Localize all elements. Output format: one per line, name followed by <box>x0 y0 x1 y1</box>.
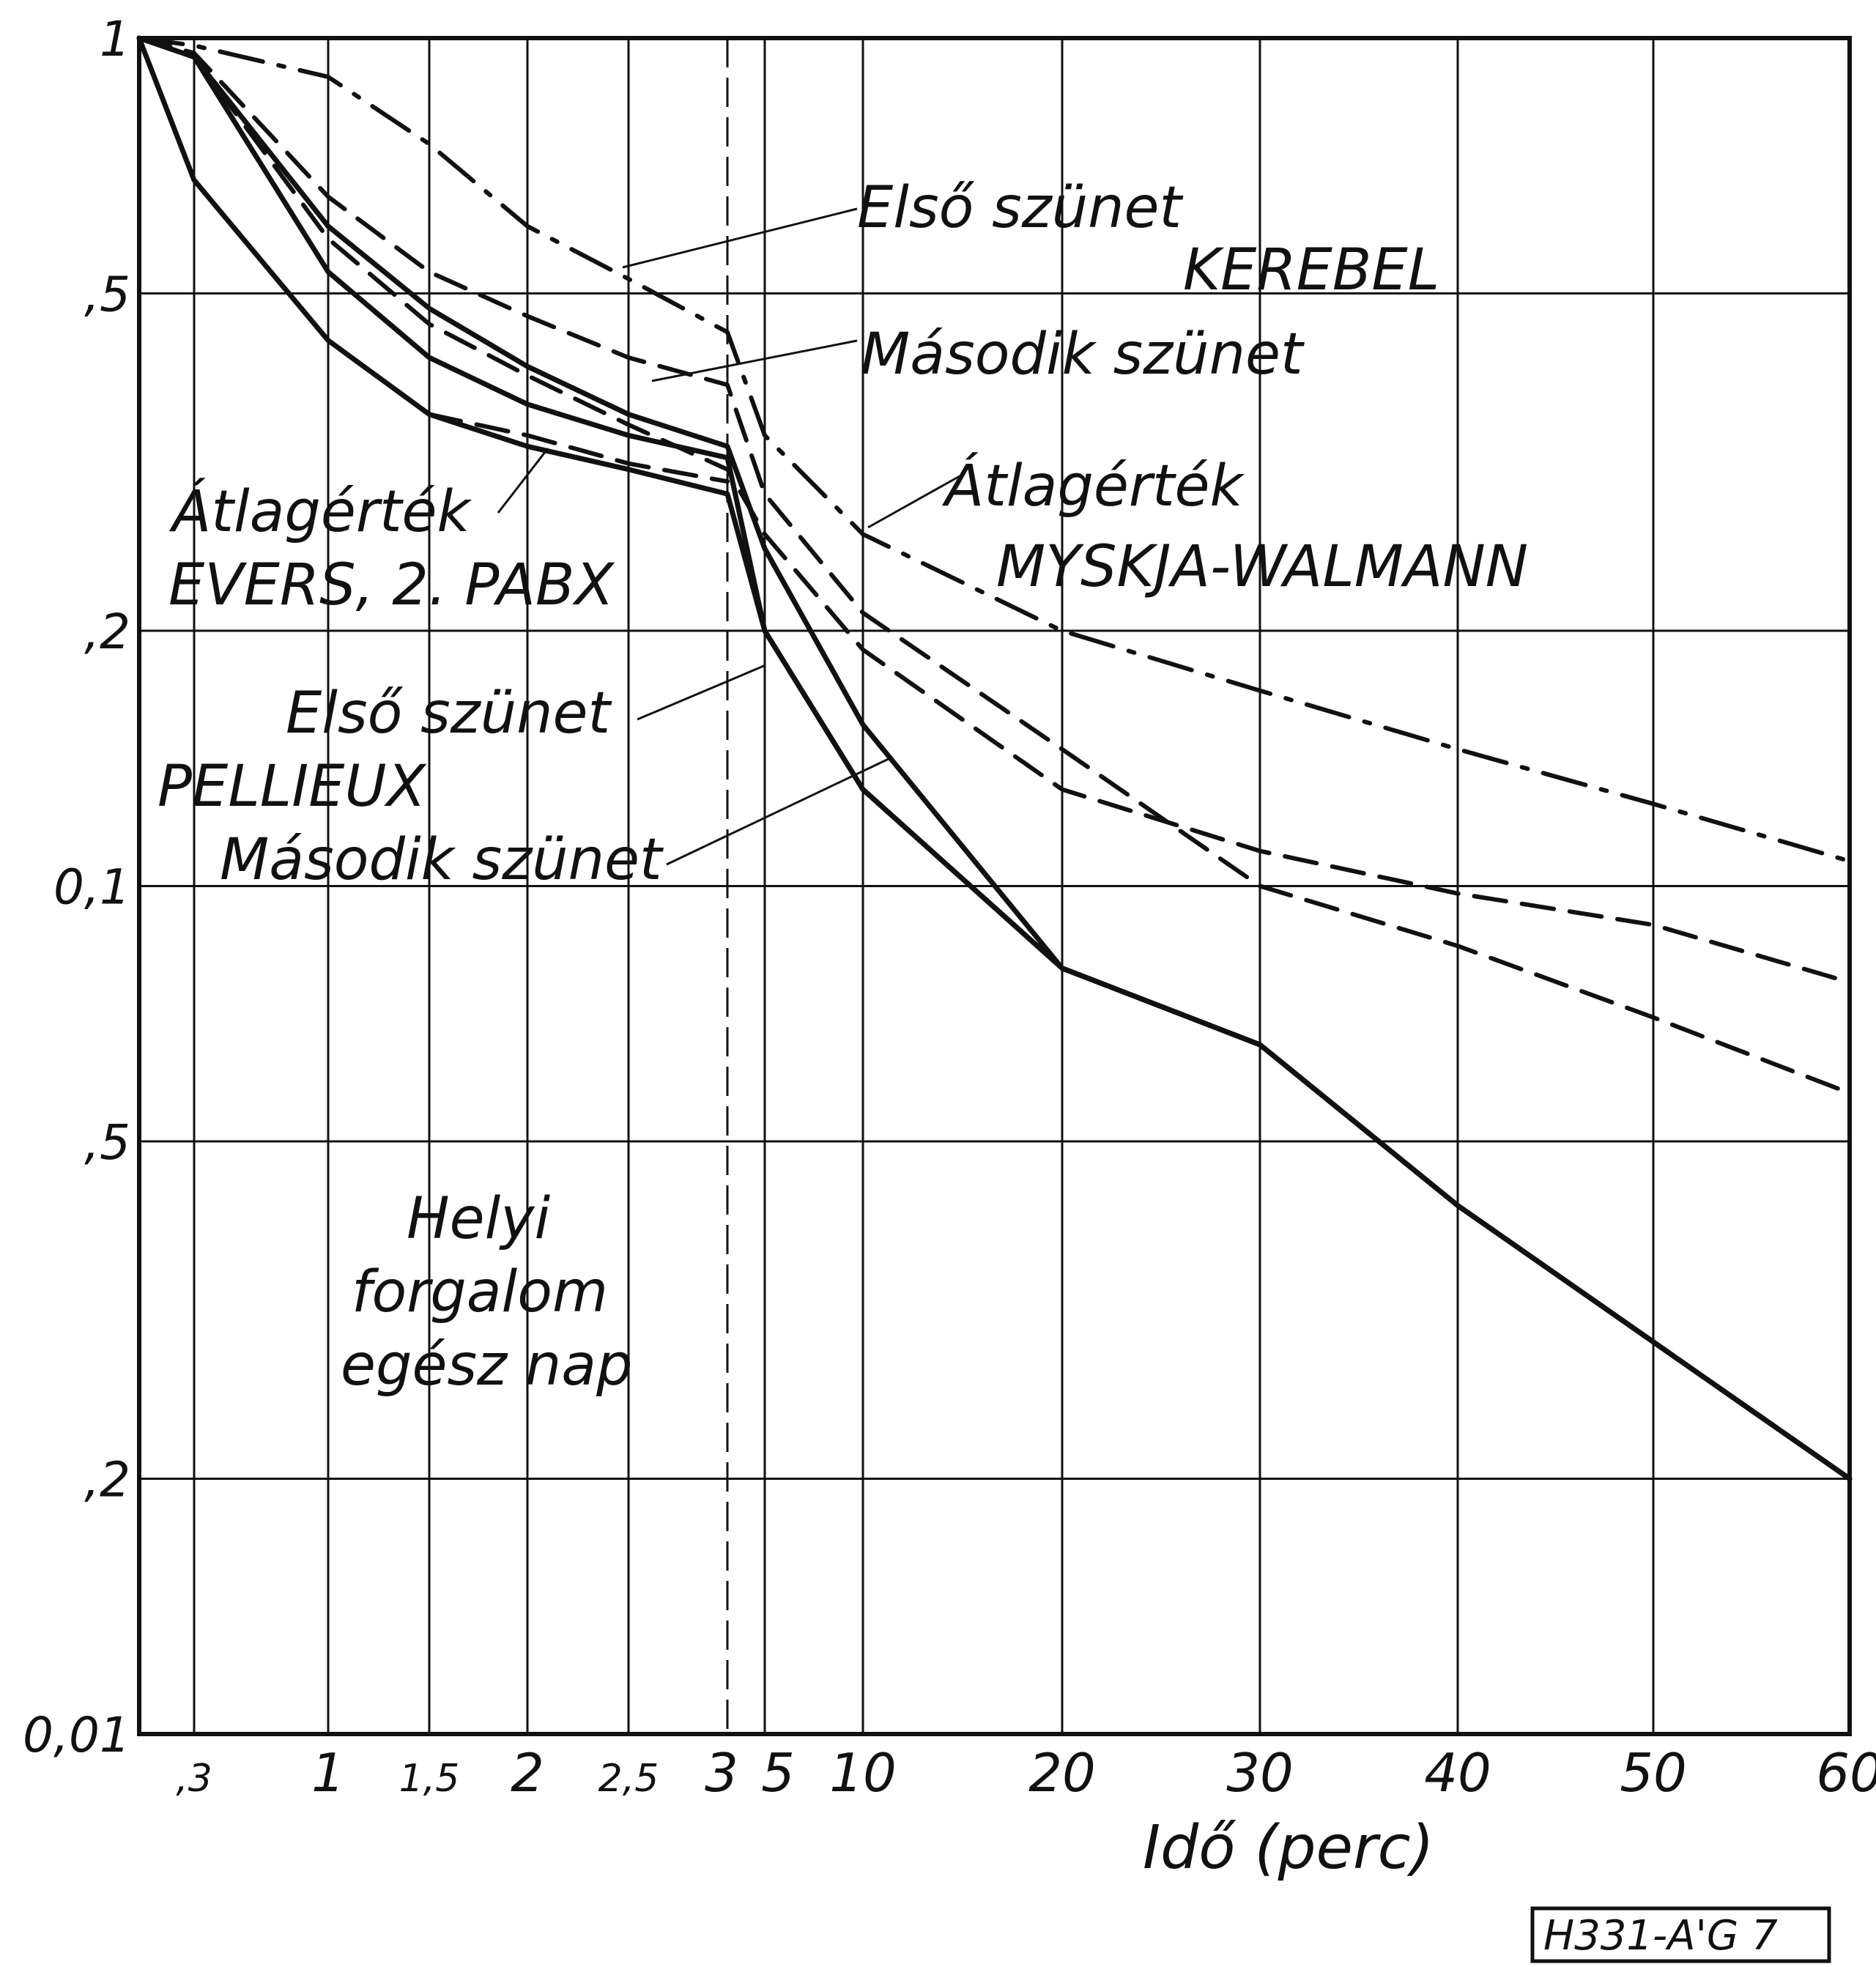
series-lines <box>136 35 1853 1482</box>
annotation-myskja-avg: Átlagérték <box>941 452 1245 519</box>
y-tick-label: ,2 <box>84 1452 130 1508</box>
series-line-2 <box>137 36 1852 1096</box>
y-tick-labels: 1 ,5 ,2 0,1 ,5 ,2 0,01 <box>23 11 130 1763</box>
x-tick-label: 20 <box>1028 1742 1096 1804</box>
y-tick-label: ,2 <box>84 604 130 660</box>
annotation-kerebel-second-pause: Második szünet <box>861 322 1305 388</box>
annotation-kerebel: KEREBEL <box>1183 237 1439 303</box>
y-tick-label: ,5 <box>84 1114 130 1171</box>
stamp-label: H331-A'G 7 <box>1543 1912 1778 1960</box>
annotation-pellieux-first-pause: Első szünet <box>286 681 612 747</box>
annotation-kerebel-first-pause: Első szünet <box>857 175 1184 241</box>
annotation-pellieux-second-pause: Második szünet <box>220 827 664 893</box>
x-tick-label: 5 <box>761 1742 795 1804</box>
leader-pellieux-first <box>637 664 766 721</box>
annotation-leaders <box>497 207 960 866</box>
x-tick-label: 1 <box>311 1742 345 1804</box>
x-tick-label: 40 <box>1424 1742 1491 1804</box>
y-tick-label: 0,01 <box>23 1707 130 1763</box>
leader-pellieux-second <box>666 757 891 866</box>
leader-kerebel-second <box>651 339 858 382</box>
y-tick-label: 0,1 <box>53 859 130 916</box>
annotation-evers-name: EVERS, 2. PABX <box>168 552 615 618</box>
series-line-1 <box>137 36 1852 864</box>
x-tick-label: 30 <box>1226 1742 1294 1804</box>
x-tick-label: 2,5 <box>598 1757 659 1801</box>
plot-frame <box>137 36 1852 1736</box>
leader-myskja <box>867 475 960 529</box>
annotation-local-traffic-2: forgalom <box>352 1259 608 1325</box>
annotation-pellieux: PELLIEUX <box>157 754 427 820</box>
y-tick-label: ,5 <box>84 266 130 322</box>
stamp-box <box>1530 1906 1831 1963</box>
annotation-myskja-name: MYSKJA-WALMANN <box>996 534 1528 600</box>
x-tick-label: ,3 <box>176 1757 212 1801</box>
y-tick-label: 1 <box>100 11 130 67</box>
x-axis-label: Idő (perc) <box>1143 1813 1434 1883</box>
annotation-local-traffic-3: egész nap <box>341 1333 633 1399</box>
series-line-7 <box>427 412 730 484</box>
x-tick-label: 1,5 <box>399 1757 460 1801</box>
x-tick-label: 60 <box>1816 1742 1876 1804</box>
x-tick-label: 3 <box>705 1742 738 1804</box>
x-tick-labels: ,3 1 1,5 2 2,5 35 10 20 30 40 50 60 <box>176 1742 1876 1804</box>
x-tick-label: 50 <box>1620 1742 1687 1804</box>
x-tick-label: 2 <box>511 1742 544 1804</box>
series-line-6 <box>136 35 1853 1482</box>
leader-evers <box>497 448 549 514</box>
annotation-local-traffic-1: Helyi <box>407 1186 550 1252</box>
leader-kerebel-first <box>622 207 858 269</box>
x-tick-label: 10 <box>829 1742 897 1804</box>
annotation-evers-avg: Átlagérték <box>168 478 472 545</box>
